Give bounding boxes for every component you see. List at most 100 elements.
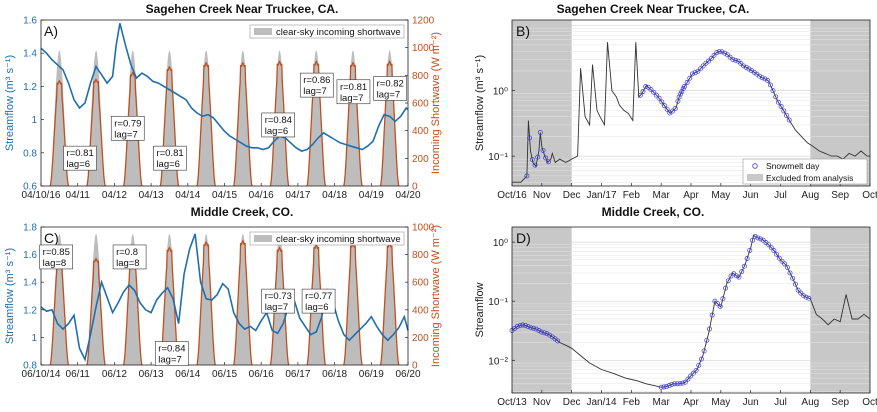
clearsky-bell-1 xyxy=(86,233,106,365)
excluded-period-0 xyxy=(512,227,572,393)
snowmelt-marker xyxy=(536,328,542,333)
xtick-label: 04/13 xyxy=(139,190,164,201)
snowmelt-marker xyxy=(730,56,736,62)
snowmelt-marker xyxy=(707,326,712,332)
snowmelt-marker xyxy=(787,270,793,276)
xtick-label: 06/13 xyxy=(139,369,164,380)
xtick-label: 04/10/16 xyxy=(22,190,61,201)
snowmelt-marker xyxy=(722,50,728,56)
xtick-label: Apr xyxy=(683,397,699,408)
panel-d-label: D) xyxy=(516,230,531,246)
snowmelt-marker xyxy=(733,273,739,279)
xtick-label: 06/12 xyxy=(102,369,127,380)
annotation-box xyxy=(153,145,187,171)
xtick-label: Jun xyxy=(743,397,759,408)
panel-a-ylabel-left: Streamflow (m³ s⁻¹) xyxy=(4,55,16,151)
ytick-right-label: 0 xyxy=(412,361,418,372)
snowmelt-marker xyxy=(714,50,720,56)
xtick-label: 04/12 xyxy=(102,190,127,201)
panel-b-legend-marker xyxy=(752,163,758,169)
annotation-r: r=0.81 xyxy=(340,82,367,93)
snowmelt-marker xyxy=(661,384,667,390)
snowmelt-marker xyxy=(744,256,750,261)
snowmelt-marker xyxy=(743,64,749,70)
clearsky-bell-7 xyxy=(307,50,326,187)
panel-d-x-ticks: Oct/13 Nov Dec Jan/14 Feb Mar Apr May Jun Jul Aug S… xyxy=(497,390,877,408)
snowmelt-marker xyxy=(803,294,809,300)
snowmelt-marker xyxy=(795,287,801,293)
snowmelt-marker xyxy=(738,60,744,66)
snowmelt-marker xyxy=(535,154,541,160)
snowmelt-marker xyxy=(533,326,539,332)
snowmelt-marker xyxy=(700,63,706,69)
snowmelt-marker xyxy=(651,89,657,95)
snowmelt-marker xyxy=(520,322,526,328)
snowmelt-marker xyxy=(544,331,550,337)
snowmelt-marker xyxy=(719,49,725,55)
snowmelt-marker xyxy=(531,325,536,331)
xtick-label: Jan/14 xyxy=(586,397,616,408)
snowmelt-marker xyxy=(687,75,693,81)
annotation-r: r=0.84 xyxy=(158,344,185,355)
ytick-left-label: 0.6 xyxy=(23,182,37,193)
clearsky-bell-4 xyxy=(197,50,216,187)
panel-b-legend-excluded: Excluded from analysis xyxy=(766,173,853,183)
snowmelt-marker xyxy=(768,245,774,251)
clearsky-bell-8 xyxy=(343,233,363,365)
snowmelt-marker xyxy=(746,66,752,72)
annotation-lag: lag=6 xyxy=(305,302,329,313)
ytick-right-label: 1000 xyxy=(412,223,435,234)
snowmelt-marker xyxy=(640,89,646,94)
xtick-label: 06/11 xyxy=(66,369,91,380)
annotation-lag: lag=7 xyxy=(114,129,138,140)
ytick-right-label: 0 xyxy=(412,182,418,193)
snowmelt-marker xyxy=(747,248,753,253)
ytick-label: 10⁻² xyxy=(488,356,508,367)
panel-a-label: A) xyxy=(44,23,58,39)
snowmelt-marker xyxy=(711,52,717,58)
panel-a: Sagehen Creek Near Truckee, CA. 0.6 0.8 1 1… xyxy=(4,2,442,201)
snowmelt-marker xyxy=(555,338,561,344)
snowmelt-marker xyxy=(658,384,664,390)
xtick-label: Sep xyxy=(831,190,849,201)
snowmelt-marker xyxy=(757,73,763,79)
snowmelt-marker xyxy=(715,301,721,307)
shortwave-day-2 xyxy=(122,71,143,187)
snowmelt-marker xyxy=(685,376,691,382)
ytick-left-label: 0.8 xyxy=(23,361,37,372)
panel-d: Middle Creek, CO. 10⁻² 10⁻¹ 10⁰ Oct/13 Nov D… xyxy=(474,205,877,408)
ytick-left-label: 1.4 xyxy=(23,278,37,289)
xtick-label: Jul xyxy=(774,190,787,201)
snowmelt-marker xyxy=(682,379,688,385)
snowmelt-marker xyxy=(771,248,777,254)
xtick-label: Aug xyxy=(801,190,819,201)
panel-b-snowmelt-markers xyxy=(524,49,792,179)
snowmelt-marker xyxy=(514,324,520,329)
panel-c-ylabel-right: Incoming Shortwave (W m⁻²) xyxy=(430,225,442,367)
ytick-left-label: 1.4 xyxy=(23,49,37,60)
xtick-label: Jul xyxy=(774,397,787,408)
snowmelt-marker xyxy=(784,264,790,270)
ytick-left-label: 1.2 xyxy=(23,82,37,93)
annotation-box xyxy=(299,72,334,98)
annotation-r: r=0.81 xyxy=(67,148,94,159)
snowmelt-marker xyxy=(712,298,718,304)
snowmelt-marker xyxy=(773,94,779,100)
xtick-label: Oct/16 xyxy=(497,190,527,201)
snowmelt-marker xyxy=(541,330,547,336)
snowmelt-marker xyxy=(543,155,549,161)
snowmelt-marker xyxy=(806,295,812,301)
ytick-right-label: 400 xyxy=(412,126,429,137)
xtick-label: 06/19 xyxy=(359,369,384,380)
xtick-label: Jan/17 xyxy=(586,190,616,201)
snowmelt-marker xyxy=(765,78,771,83)
ytick-label: 10⁰ xyxy=(493,238,508,249)
snowmelt-marker xyxy=(720,296,726,302)
annotation-box xyxy=(336,79,371,105)
snowmelt-marker xyxy=(693,367,699,373)
ytick-left-label: 0.8 xyxy=(23,148,37,159)
shortwave-day-9 xyxy=(379,60,400,187)
snowmelt-marker xyxy=(778,104,784,109)
snowmelt-marker xyxy=(529,157,535,163)
ytick-label: 10⁰ xyxy=(493,87,508,98)
